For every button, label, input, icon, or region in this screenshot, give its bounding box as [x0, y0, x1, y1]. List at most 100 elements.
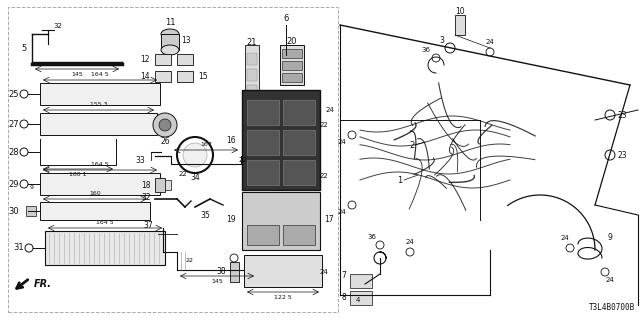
Text: 34: 34: [190, 172, 200, 181]
Text: FR.: FR.: [34, 279, 52, 289]
Bar: [247, 53, 257, 65]
Bar: [247, 100, 279, 125]
Text: 164 5: 164 5: [91, 162, 109, 167]
Text: 37: 37: [143, 221, 153, 230]
Bar: [455, 15, 465, 35]
Text: 1: 1: [397, 175, 403, 185]
Text: 33: 33: [135, 156, 145, 164]
Bar: [45, 231, 165, 265]
Text: 22: 22: [185, 258, 193, 262]
Text: 18: 18: [141, 180, 151, 189]
Text: 9: 9: [607, 234, 612, 243]
Bar: [244, 255, 322, 287]
Bar: [40, 113, 157, 135]
Text: 164 5: 164 5: [96, 220, 114, 225]
Bar: [155, 54, 171, 65]
Text: 25: 25: [9, 90, 19, 99]
Text: 145: 145: [71, 72, 83, 77]
Circle shape: [159, 119, 171, 131]
Text: 9: 9: [30, 185, 34, 189]
Text: 22: 22: [179, 171, 188, 177]
Text: 15: 15: [198, 72, 207, 81]
Bar: [283, 225, 315, 245]
Bar: [40, 173, 160, 195]
Text: 27: 27: [9, 119, 19, 129]
Bar: [247, 130, 279, 155]
Text: 28: 28: [9, 148, 19, 156]
Text: 17: 17: [324, 215, 333, 225]
Text: 3: 3: [439, 36, 444, 44]
Text: 7: 7: [341, 271, 346, 281]
Text: 4: 4: [356, 297, 360, 303]
Text: 24: 24: [561, 235, 570, 241]
Bar: [283, 130, 315, 155]
Bar: [242, 90, 320, 190]
Text: 35: 35: [200, 211, 210, 220]
Bar: [177, 54, 193, 65]
Bar: [26, 206, 36, 216]
Bar: [245, 45, 259, 100]
Text: 24: 24: [406, 239, 414, 245]
Text: 24: 24: [486, 39, 494, 45]
Bar: [280, 45, 304, 85]
Bar: [283, 160, 315, 185]
Bar: [282, 73, 302, 82]
Text: 24: 24: [605, 277, 614, 283]
Text: 22: 22: [319, 173, 328, 179]
Text: 21: 21: [247, 37, 257, 46]
Text: 24: 24: [319, 269, 328, 275]
Text: 160: 160: [89, 191, 101, 196]
Text: 31: 31: [13, 244, 24, 252]
Circle shape: [183, 143, 207, 167]
Text: 29: 29: [9, 180, 19, 188]
Text: 24: 24: [337, 139, 346, 145]
Text: 100 1: 100 1: [69, 172, 87, 177]
Text: T3L4B0700B: T3L4B0700B: [589, 303, 635, 312]
Text: 24: 24: [337, 209, 346, 215]
Text: 6: 6: [284, 13, 289, 22]
Text: 36: 36: [367, 234, 376, 240]
Text: 167: 167: [200, 142, 212, 147]
Text: 22: 22: [239, 157, 248, 163]
Text: 30: 30: [9, 206, 19, 215]
Text: 20: 20: [287, 36, 297, 45]
Text: 11: 11: [164, 18, 175, 27]
Text: 23: 23: [618, 110, 628, 119]
Text: 13: 13: [181, 36, 191, 44]
Ellipse shape: [161, 45, 179, 55]
Bar: [282, 61, 302, 70]
Text: 12: 12: [141, 55, 150, 64]
Text: 155 3: 155 3: [90, 102, 108, 107]
Bar: [350, 274, 372, 288]
Text: 36: 36: [421, 47, 430, 53]
Bar: [247, 69, 257, 81]
Text: 145: 145: [211, 279, 223, 284]
Bar: [247, 225, 279, 245]
Text: 23: 23: [618, 150, 628, 159]
Text: 10: 10: [455, 6, 465, 15]
Text: 5: 5: [21, 44, 27, 52]
Text: 26: 26: [160, 137, 170, 146]
Bar: [282, 49, 302, 58]
Text: 38: 38: [216, 268, 226, 276]
Text: 32: 32: [54, 23, 63, 29]
Bar: [242, 192, 320, 250]
Circle shape: [153, 113, 177, 137]
Bar: [350, 291, 372, 305]
Text: 22: 22: [319, 122, 328, 128]
Bar: [165, 180, 171, 190]
Bar: [230, 262, 239, 282]
Text: 2: 2: [410, 140, 415, 149]
Text: 164 5: 164 5: [91, 72, 109, 77]
Text: 14: 14: [140, 72, 150, 81]
Ellipse shape: [161, 29, 179, 39]
Bar: [283, 100, 315, 125]
Text: 16: 16: [227, 135, 236, 145]
Text: 24: 24: [326, 107, 334, 113]
Bar: [247, 160, 279, 185]
Bar: [247, 85, 257, 97]
Bar: [155, 178, 165, 192]
Bar: [161, 34, 179, 50]
Bar: [155, 71, 171, 82]
Bar: [40, 202, 150, 220]
